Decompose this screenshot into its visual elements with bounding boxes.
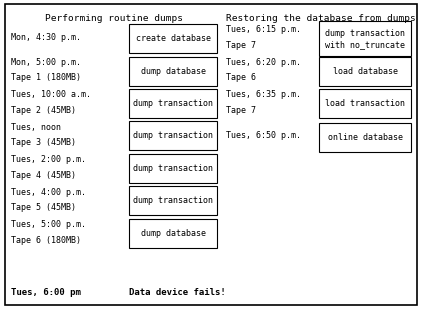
Text: Tues, 6:00 pm: Tues, 6:00 pm — [11, 287, 81, 297]
Text: Mon, 4:30 p.m.: Mon, 4:30 p.m. — [11, 32, 81, 42]
Text: online database: online database — [327, 133, 403, 142]
Text: load transaction: load transaction — [325, 99, 405, 108]
FancyBboxPatch shape — [129, 24, 217, 53]
Text: dump transaction: dump transaction — [133, 196, 213, 205]
FancyBboxPatch shape — [129, 121, 217, 150]
FancyBboxPatch shape — [319, 123, 411, 152]
Text: Tues, 6:15 p.m.: Tues, 6:15 p.m. — [226, 25, 301, 35]
Text: dump database: dump database — [141, 66, 206, 76]
Text: dump transaction
with no_truncate: dump transaction with no_truncate — [325, 28, 405, 49]
Text: dump database: dump database — [141, 229, 206, 238]
Text: dump transaction: dump transaction — [133, 164, 213, 173]
Text: dump transaction: dump transaction — [133, 131, 213, 141]
Text: Tues, 6:50 p.m.: Tues, 6:50 p.m. — [226, 131, 301, 141]
Text: Tues, 4:00 p.m.: Tues, 4:00 p.m. — [11, 188, 86, 197]
Text: Tape 2 (45MB): Tape 2 (45MB) — [11, 106, 76, 115]
Text: Tape 6 (180MB): Tape 6 (180MB) — [11, 235, 81, 245]
Text: Tues, 10:00 a.m.: Tues, 10:00 a.m. — [11, 90, 91, 99]
FancyBboxPatch shape — [319, 89, 411, 118]
Text: Tues, 2:00 p.m.: Tues, 2:00 p.m. — [11, 155, 86, 164]
Text: Tape 4 (45MB): Tape 4 (45MB) — [11, 171, 76, 180]
Text: Tape 7: Tape 7 — [226, 106, 256, 115]
FancyBboxPatch shape — [319, 21, 411, 56]
Text: Tape 3 (45MB): Tape 3 (45MB) — [11, 138, 76, 147]
FancyBboxPatch shape — [129, 219, 217, 248]
FancyBboxPatch shape — [129, 154, 217, 183]
Text: Mon, 5:00 p.m.: Mon, 5:00 p.m. — [11, 58, 81, 67]
FancyBboxPatch shape — [5, 4, 417, 305]
FancyBboxPatch shape — [129, 89, 217, 118]
Text: Tape 6: Tape 6 — [226, 73, 256, 83]
Text: Tape 5 (45MB): Tape 5 (45MB) — [11, 203, 76, 212]
FancyBboxPatch shape — [319, 57, 411, 86]
FancyBboxPatch shape — [129, 186, 217, 215]
Text: Performing routine dumps: Performing routine dumps — [45, 14, 183, 23]
Text: Tape 7: Tape 7 — [226, 41, 256, 50]
Text: Restoring the database from dumps: Restoring the database from dumps — [226, 14, 416, 23]
Text: Data device fails!: Data device fails! — [129, 287, 225, 297]
Text: dump transaction: dump transaction — [133, 99, 213, 108]
FancyBboxPatch shape — [129, 57, 217, 86]
Text: create database: create database — [135, 34, 211, 43]
Text: load database: load database — [333, 66, 398, 76]
Text: Tues, 6:35 p.m.: Tues, 6:35 p.m. — [226, 90, 301, 99]
Text: Tues, 5:00 p.m.: Tues, 5:00 p.m. — [11, 220, 86, 229]
Text: Tues, 6:20 p.m.: Tues, 6:20 p.m. — [226, 58, 301, 67]
Text: Tape 1 (180MB): Tape 1 (180MB) — [11, 73, 81, 83]
Text: Tues, noon: Tues, noon — [11, 123, 60, 132]
